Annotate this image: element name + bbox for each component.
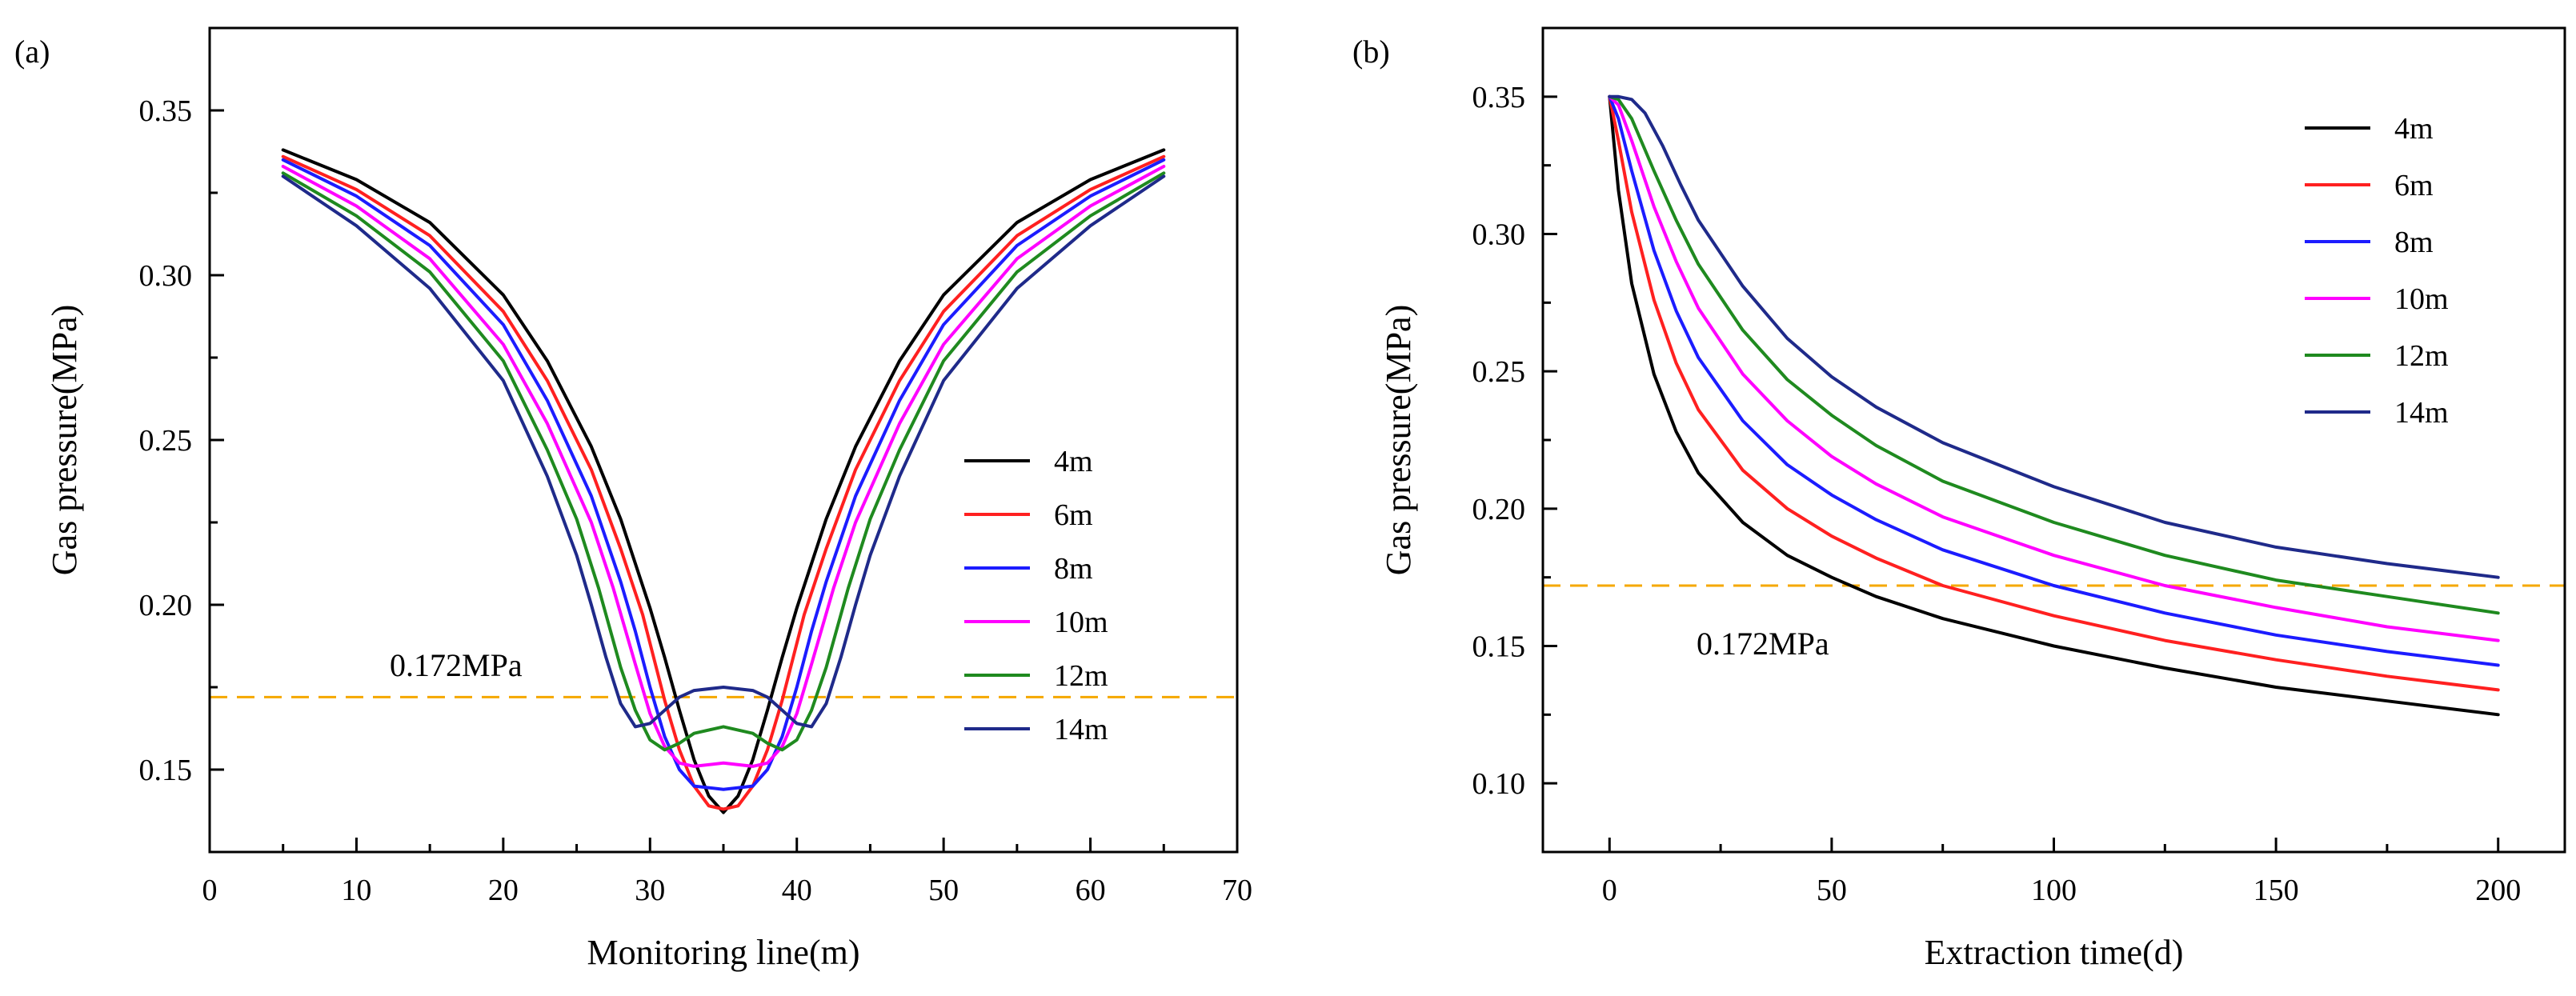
chart-panel-a: 0 10 20 30 40 50 60 70 0.15 0.20 0.25 0.30 0.35 Monit…: [14, 26, 1252, 972]
legend-label: 6m: [2394, 169, 2434, 202]
panel-label: (b): [1352, 34, 1390, 70]
legend-label: 4m: [2394, 112, 2434, 146]
y-tick-label: 0.30: [1472, 218, 1526, 252]
x-axis-title: Extraction time(d): [1925, 933, 2184, 972]
reference-line-label: 0.172MPa: [1697, 626, 1829, 662]
series-line-8m: [1608, 94, 2500, 667]
chart-panel-b: 0 50 100 150 200 0.10 0.15 0.20 0.25 0.30 0.35 Extr…: [1352, 26, 2566, 972]
x-tick-label: 0: [202, 874, 218, 907]
x-tick-label: 70: [1222, 874, 1252, 907]
x-tick-label: 150: [2253, 874, 2299, 907]
y-tick-label: 0.15: [1472, 630, 1526, 664]
series-line-10m: [281, 165, 1166, 768]
x-tick-label: 20: [488, 874, 519, 907]
y-axis-title: Gas pressure(MPa): [1379, 305, 1418, 575]
panel-label: (a): [14, 34, 50, 70]
y-axis-title: Gas pressure(MPa): [45, 305, 84, 575]
x-tick-label: 40: [782, 874, 812, 907]
x-tick-label: 100: [2031, 874, 2077, 907]
x-tick-label: 50: [928, 874, 959, 907]
legend-label: 12m: [1054, 659, 1108, 693]
legend-label: 14m: [2394, 396, 2449, 430]
x-tick-label: 50: [1817, 874, 1847, 907]
series-line-14m: [1608, 94, 2500, 579]
plot-frame: [1541, 26, 2566, 854]
series-line-8m: [281, 158, 1166, 791]
series-line-6m: [281, 154, 1166, 811]
reference-line-label: 0.172MPa: [390, 647, 523, 683]
legend-label: 14m: [1054, 713, 1108, 746]
legend-label: 12m: [2394, 339, 2449, 373]
series-line-10m: [1608, 94, 2500, 642]
legend-label: 10m: [2394, 282, 2449, 316]
x-tick-label: 0: [1602, 874, 1617, 907]
series-line-14m: [281, 174, 1166, 729]
y-tick-label: 0.20: [1472, 493, 1526, 526]
y-tick-label: 0.35: [139, 94, 193, 128]
legend: 4m 6m 8m 10m 12m 14m: [964, 445, 1108, 746]
x-tick-label: 30: [635, 874, 665, 907]
legend-label: 4m: [1054, 445, 1093, 478]
x-tick-label: 200: [2475, 874, 2521, 907]
series-line-12m: [1608, 94, 2500, 615]
series-line-4m: [281, 148, 1166, 814]
y-tick-label: 0.30: [139, 259, 193, 293]
y-tick-label: 0.10: [1472, 767, 1526, 801]
x-tick-label: 60: [1076, 874, 1106, 907]
series-line-4m: [1608, 94, 2500, 717]
y-tick-label: 0.25: [1472, 355, 1526, 389]
x-tick-label: 10: [341, 874, 371, 907]
y-tick-label: 0.15: [139, 754, 193, 787]
legend-label: 8m: [1054, 552, 1093, 586]
legend: 4m 6m 8m 10m 12m 14m: [2305, 112, 2449, 430]
series-line-6m: [1608, 94, 2500, 692]
legend-label: 6m: [1054, 498, 1093, 532]
legend-label: 10m: [1054, 606, 1108, 639]
series-line-12m: [281, 171, 1166, 752]
y-tick-label: 0.20: [139, 589, 193, 622]
y-tick-label: 0.35: [1472, 81, 1526, 114]
x-axis-title: Monitoring line(m): [587, 933, 860, 972]
y-tick-label: 0.25: [139, 424, 193, 458]
legend-label: 8m: [2394, 226, 2434, 259]
